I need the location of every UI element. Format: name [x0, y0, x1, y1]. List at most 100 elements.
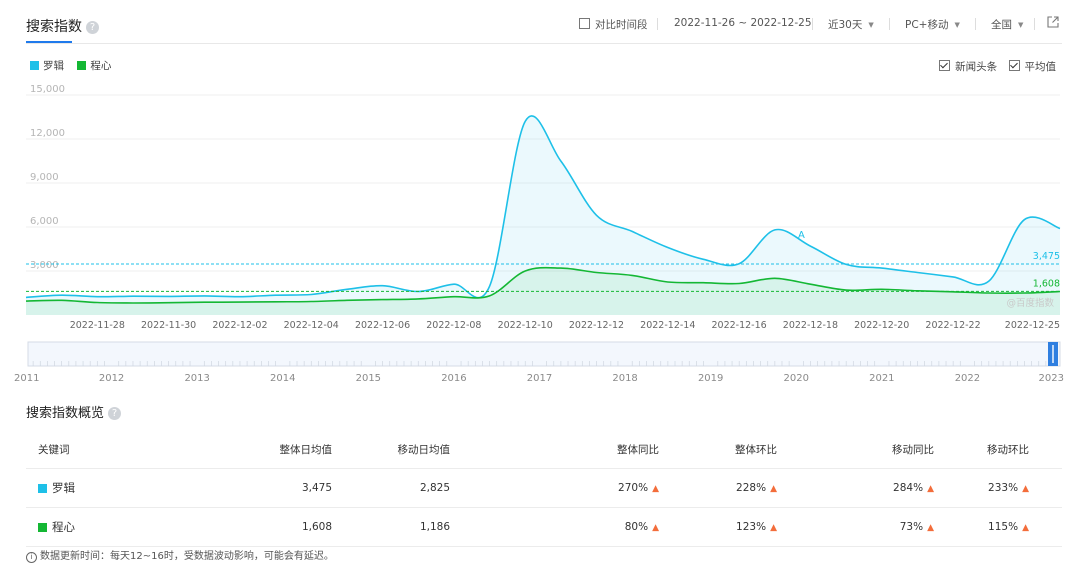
x-tick-label: 2022-12-20 [854, 320, 909, 331]
overall-mom-cell: 228% ▲ [660, 468, 778, 508]
x-tick-label: 2022-12-22 [925, 320, 980, 331]
average-label: 3,475 [1033, 251, 1060, 262]
overview-table: 关键词 整体日均值 移动日均值 整体同比 整体环比 移动同比 移动环比 罗辑 3… [26, 430, 1062, 547]
x-tick-label: 2022-12-25 [1005, 320, 1060, 331]
timeline-year-label: 2019 [698, 373, 723, 384]
x-tick-label: 2022-12-04 [284, 320, 339, 331]
divider [812, 18, 813, 30]
x-tick-label: 2022-12-10 [498, 320, 553, 331]
help-icon[interactable]: ? [86, 21, 99, 34]
x-tick-label: 2022-11-30 [141, 320, 196, 331]
date-range-picker[interactable]: 2022-11-26 ~ 2022-12-25 [674, 17, 812, 29]
column-header: 关键词 [26, 430, 159, 469]
timeline-year-label: 2011 [14, 373, 39, 384]
column-header: 移动同比 [778, 430, 935, 469]
overall-avg-cell: 3,475 [159, 468, 333, 508]
trend-chart: 15,000 12,000 9,000 6,000 3,000 3,475 1,608 A @百… [14, 85, 1064, 384]
compare-checkbox[interactable] [579, 18, 590, 29]
x-tick-label: 2022-12-18 [783, 320, 838, 331]
keyword-swatch [38, 523, 47, 532]
x-tick-label: 2022-12-08 [426, 320, 481, 331]
arrow-up-icon: ▲ [927, 523, 934, 533]
legend-item[interactable]: 罗辑 [30, 60, 64, 72]
timeline-year-label: 2018 [612, 373, 637, 384]
divider [889, 18, 890, 30]
x-tick-label: 2022-12-14 [640, 320, 695, 331]
series-line-1[interactable] [25, 115, 1061, 299]
compare-period-toggle[interactable]: 对比时间段 [579, 17, 648, 32]
timeline-year-label: 2015 [356, 373, 381, 384]
info-icon: i [26, 552, 37, 563]
y-tick-label: 12,000 [30, 128, 65, 139]
legend-item[interactable]: 程心 [77, 60, 111, 72]
mobile-yoy-cell: 73% ▲ [778, 507, 935, 547]
update-note: i 数据更新时间：每天12~16时，受数据波动影响，可能会有延迟。 [26, 547, 334, 563]
timeline-year-label: 2016 [441, 373, 466, 384]
column-header: 移动环比 [935, 430, 1062, 469]
table-row: 程心 1,608 1,186 80% ▲ 123% ▲ 73% ▲ 115% ▲ [26, 507, 1062, 547]
mobile-mom-cell: 115% ▲ [935, 507, 1062, 547]
header-divider [26, 43, 1062, 44]
page-title: 搜索指数? [26, 16, 99, 36]
x-tick-label: 2022-12-06 [355, 320, 410, 331]
legend-swatch [77, 61, 87, 70]
divider [1034, 18, 1035, 30]
help-icon[interactable]: ? [108, 407, 122, 420]
timeline-year-label: 2012 [99, 373, 124, 384]
device-select[interactable]: PC+移动 ▼ [905, 19, 960, 31]
overall-yoy-cell: 270% ▲ [451, 468, 660, 508]
keyword-cell: 程心 [26, 507, 159, 547]
timeline-year-label: 2023 [1039, 373, 1064, 384]
news-toggle[interactable]: 新闻头条 [939, 60, 997, 73]
timeline-year-label: 2022 [955, 373, 980, 384]
timeline-year-label: 2021 [869, 373, 894, 384]
region-select[interactable]: 全国 ▼ [991, 19, 1024, 31]
timeline-year-label: 2020 [784, 373, 809, 384]
average-checkbox[interactable] [1008, 60, 1020, 71]
chevron-down-icon: ▼ [954, 21, 960, 29]
mobile-avg-cell: 2,825 [333, 468, 451, 508]
arrow-up-icon: ▲ [1022, 523, 1029, 533]
x-tick-label: 2022-11-28 [70, 320, 125, 331]
column-header: 整体同比 [451, 430, 660, 469]
column-header: 整体日均值 [159, 430, 333, 469]
mobile-mom-cell: 233% ▲ [935, 468, 1062, 508]
y-tick-label: 9,000 [30, 172, 59, 183]
timeline-track[interactable] [27, 341, 1061, 367]
column-header: 移动日均值 [333, 430, 451, 469]
column-header: 整体环比 [660, 430, 778, 469]
y-tick-label: 15,000 [30, 85, 65, 95]
news-checkbox[interactable] [939, 60, 951, 71]
keyword-cell: 罗辑 [26, 468, 159, 508]
divider [657, 18, 658, 30]
x-tick-label: 2022-12-02 [212, 320, 267, 331]
news-annotation[interactable]: A [798, 230, 805, 241]
chevron-down-icon: ▼ [868, 21, 874, 29]
arrow-up-icon: ▲ [1022, 484, 1029, 494]
overall-mom-cell: 123% ▲ [660, 507, 778, 547]
arrow-up-icon: ▲ [927, 484, 934, 494]
legend-swatch [30, 61, 39, 70]
overall-avg-cell: 1,608 [159, 507, 333, 547]
timeline-year-label: 2013 [184, 373, 209, 384]
average-toggle[interactable]: 平均值 [1008, 60, 1056, 73]
overall-yoy-cell: 80% ▲ [451, 507, 660, 547]
x-tick-label: 2022-12-16 [711, 320, 766, 331]
y-tick-label: 3,000 [30, 260, 59, 271]
title-underline [26, 41, 72, 43]
table-header-row: 关键词 整体日均值 移动日均值 整体同比 整体环比 移动同比 移动环比 [26, 430, 1062, 469]
chart-legend: 罗辑 程心 [30, 58, 121, 73]
mobile-yoy-cell: 284% ▲ [778, 468, 935, 508]
x-tick-label: 2022-12-12 [569, 320, 624, 331]
average-label: 1,608 [1033, 278, 1060, 289]
arrow-up-icon: ▲ [770, 484, 777, 494]
arrow-up-icon: ▲ [652, 484, 659, 494]
chart-toggles: 新闻头条 平均值 [939, 59, 1056, 74]
external-link-icon[interactable] [1047, 16, 1059, 28]
timeline-year-label: 2017 [527, 373, 552, 384]
period-select[interactable]: 近30天 ▼ [828, 19, 874, 31]
series-line-2[interactable] [25, 266, 1061, 304]
arrow-up-icon: ▲ [770, 523, 777, 533]
chevron-down-icon: ▼ [1018, 21, 1024, 29]
